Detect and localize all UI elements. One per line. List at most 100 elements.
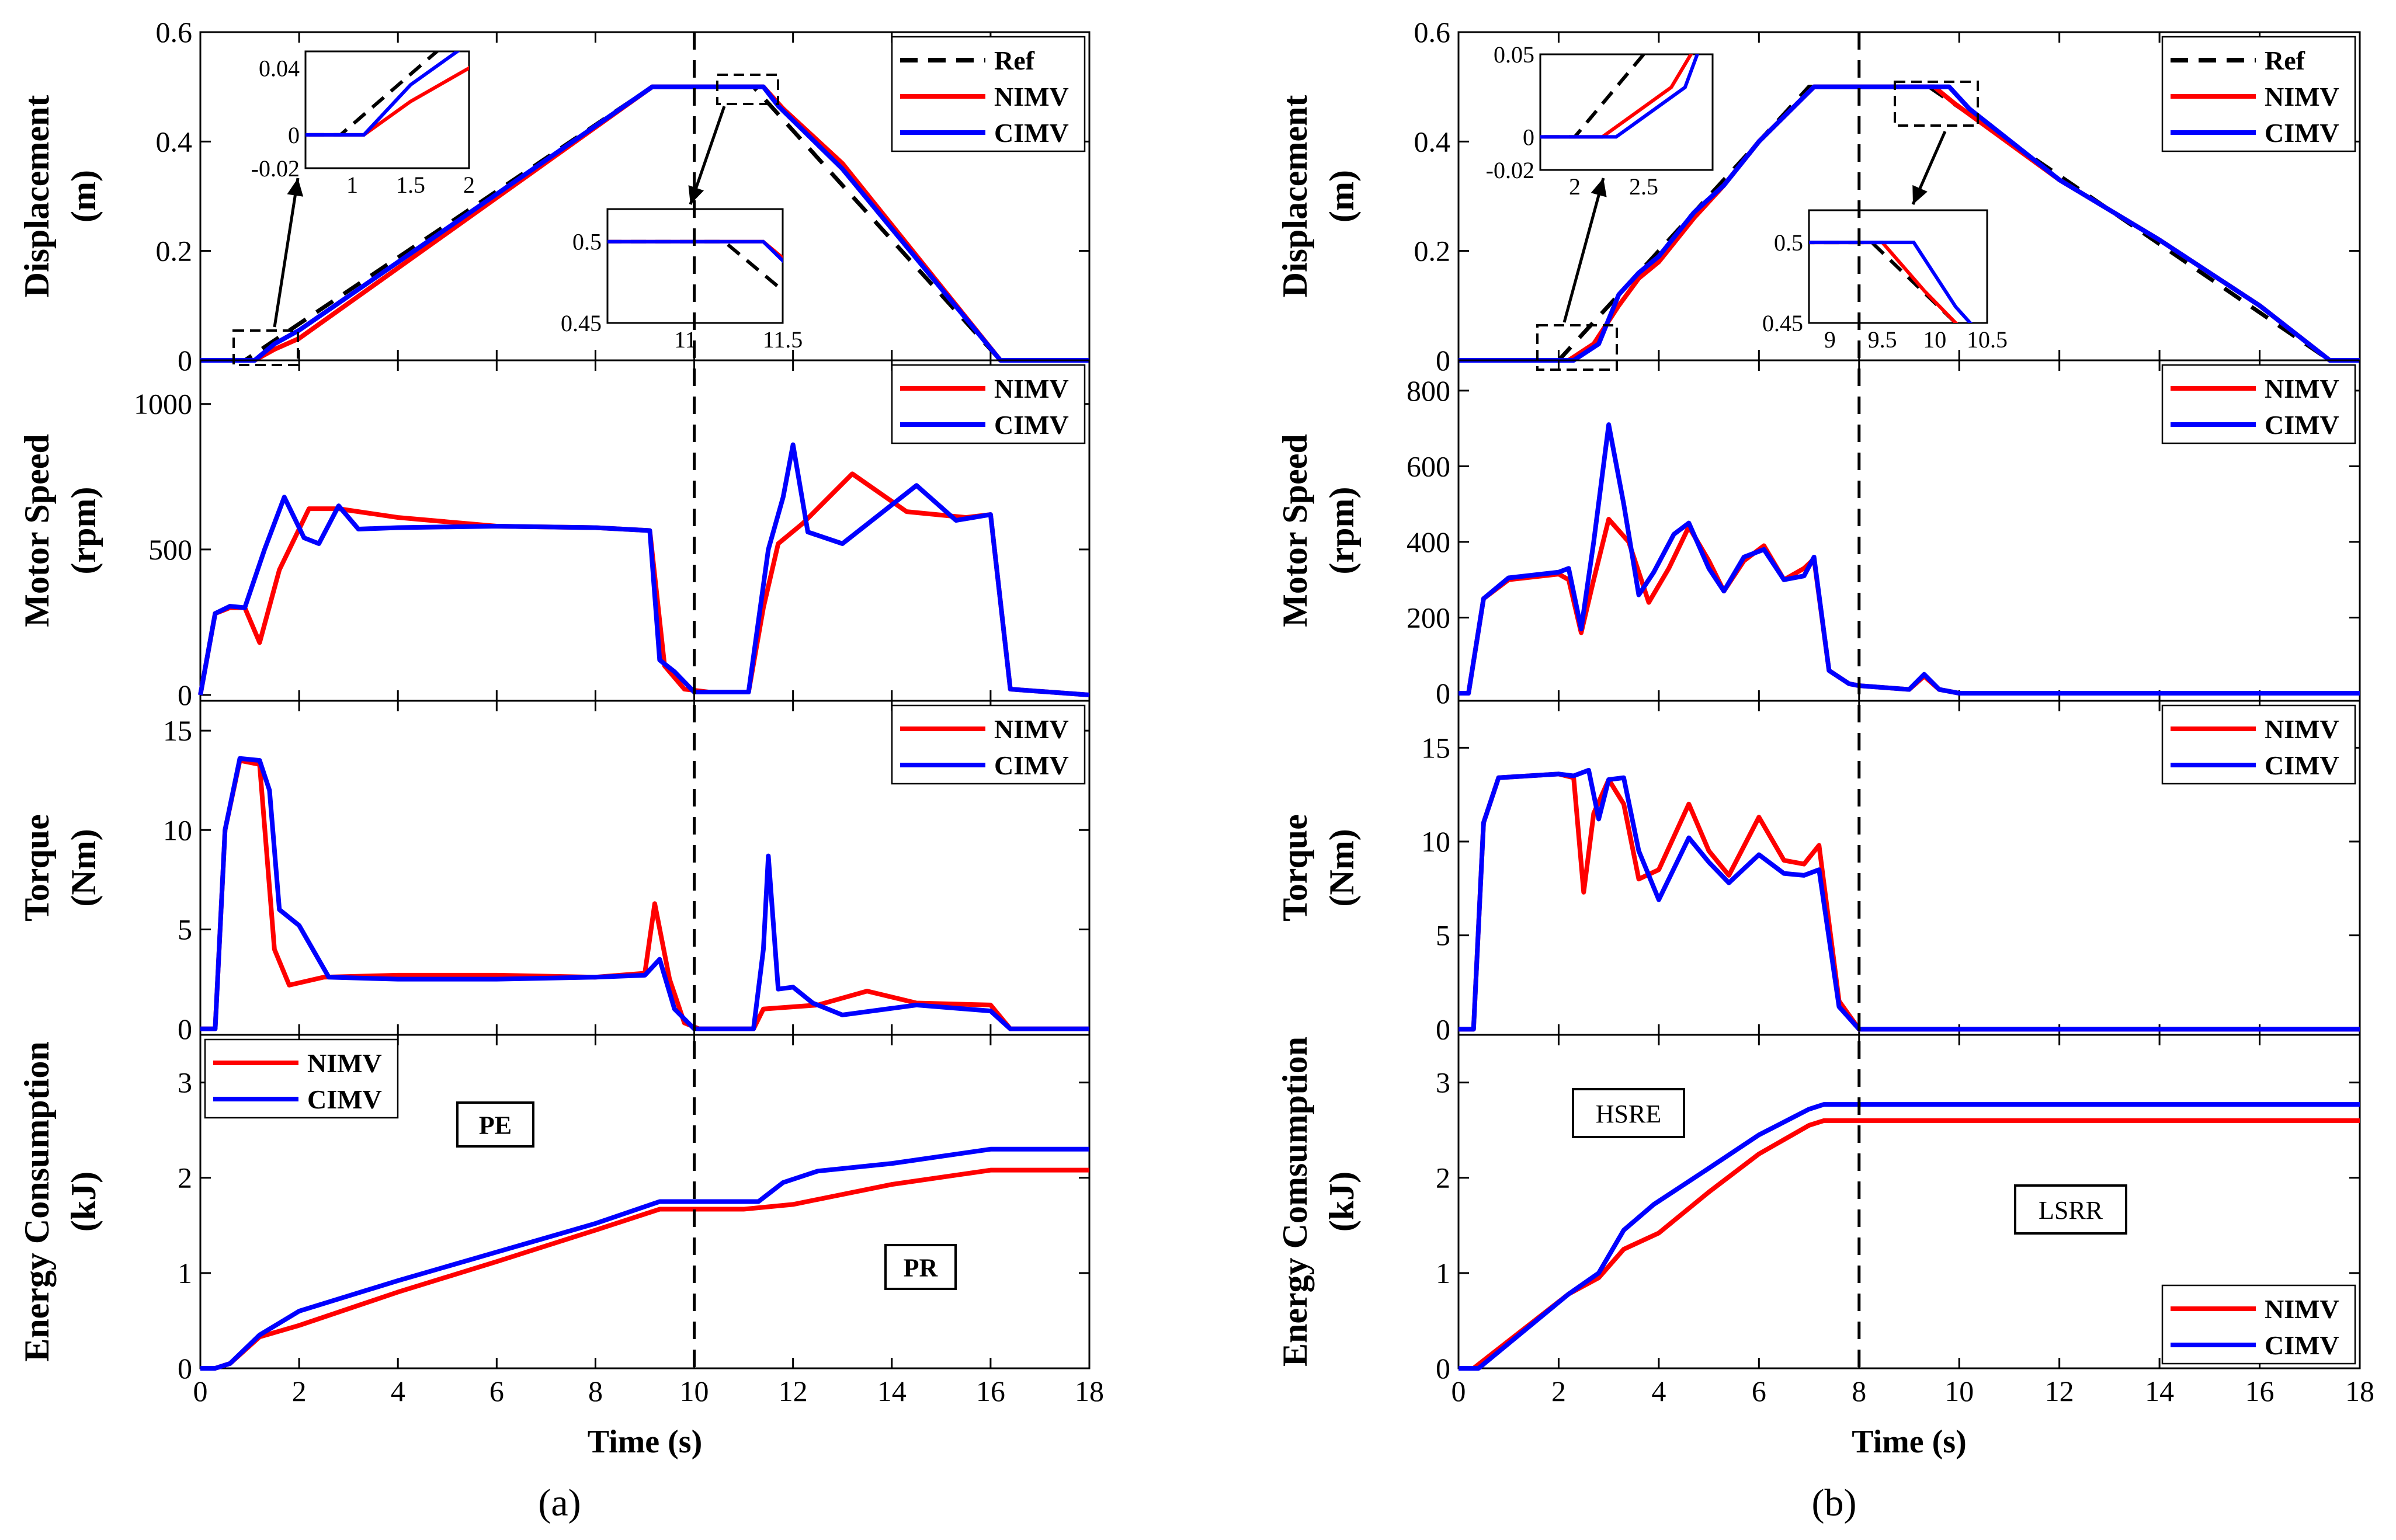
legend-label-cimv: CIMV [2265,410,2339,440]
y-axis-label-unit: (m) [1322,170,1361,223]
legend: NIMV CIMV [891,364,1086,444]
x-tick-label: 0 [1452,1375,1466,1407]
y-axis-label-unit: (rpm) [64,487,103,575]
panel-torque: 0 5 10 15 Torque (Nm) NIMV CIMV [18,700,1091,1045]
inset-series-ref [607,239,783,293]
x-tick-label: 4 [1651,1375,1666,1407]
inset-series-group [305,51,469,137]
annotation-box [884,1244,957,1290]
y-tick-label: 0.6 [1414,16,1451,48]
inset-x-tick-label: 10 [1923,326,1946,353]
inset-y-tick-label: 0.5 [572,229,602,255]
legend: NIMV CIMV [204,1038,399,1119]
legend: NIMV CIMV [891,704,1086,785]
y-tick-label: 0.2 [156,235,193,267]
inset-series-cimv [1809,241,1973,323]
series-cimv-line [1459,422,2360,696]
inset-y-tick-label: 0.45 [561,310,602,336]
inset-x-tick-label: 2 [1569,173,1581,200]
legend-label-nimv: NIMV [994,374,1069,404]
y-axis-label-unit: (rpm) [1322,487,1361,575]
legend-label-nimv: NIMV [2265,1294,2339,1324]
legend-label-cimv: CIMV [2265,118,2339,148]
inset-x-tick-label: 1.5 [396,172,425,198]
legend: NIMV CIMV [2161,704,2356,785]
legend-label-ref: Ref [994,46,1035,75]
x-tick-label: 6 [1752,1375,1766,1407]
series-nimv-line [200,758,1089,1031]
y-axis-label-unit: (Nm) [64,829,103,906]
inset-y-tick-label: 0.04 [259,55,300,82]
y-tick-label: 0 [178,1013,192,1045]
y-tick-label: 10 [163,814,192,846]
series-cimv-line [1459,84,2360,363]
inset-0: 2 2.5 0.05 0 -0.02 [1486,41,1714,371]
x-tick-label: 16 [2245,1375,2275,1407]
legend-label-cimv: CIMV [2265,750,2339,780]
y-tick-label: 0 [178,679,192,711]
y-axis-label-unit: (kJ) [1322,1171,1361,1232]
y-tick-label: 2 [1436,1162,1450,1194]
y-tick-label: 0.2 [1414,235,1451,267]
inset-y-tick-label: 0.5 [1774,230,1803,256]
annotation-label: PR [904,1254,939,1282]
legend-label-ref: Ref [2265,46,2305,75]
zoom-region-box [1894,81,1979,127]
y-tick-label: 200 [1407,601,1450,634]
y-tick-label: 3 [1436,1066,1450,1099]
legend-box [891,364,1086,444]
zoom-region-box [232,329,299,366]
zoom-region-box [1536,324,1618,371]
axes-frame [1457,1034,2361,1369]
inset-y-tick-label: 0.45 [1762,310,1803,336]
legend-label-cimv: CIMV [994,750,1069,780]
inset-x-tick-label: 11.5 [763,326,803,353]
axes-frame [199,1034,1091,1369]
inset-series-group [607,239,783,293]
x-axis-label: Time (s) [1852,1424,1967,1460]
y-tick-label: 0.4 [1414,125,1451,158]
x-tick-label: 6 [489,1375,504,1407]
y-axis-label-unit: (kJ) [64,1171,103,1232]
annotation-label: HSRE [1596,1100,1661,1128]
series-cimv-line [200,84,1089,363]
legend-label-nimv: NIMV [2265,82,2339,112]
inset-1: 9 9.5 10 10.5 0.5 0.45 [1762,81,2008,353]
x-tick-label: 14 [2145,1375,2174,1407]
inset-x-tick-label: 9.5 [1868,326,1897,353]
y-axis-label-unit: (Nm) [1322,829,1361,906]
inset-series-cimv [305,51,461,137]
inset-series-ref [1809,241,1959,323]
x-tick-label: 4 [391,1375,405,1407]
y-tick-label: 2 [178,1162,192,1194]
y-tick-label: 10 [1421,825,1450,858]
inset-y-tick-label: -0.02 [251,155,300,182]
y-axis-label: Torque [18,814,56,921]
y-axis-label: Displacement [18,95,56,298]
legend-box [2161,704,2356,785]
series-cimv-line [198,442,1090,698]
x-tick-label: 18 [1075,1375,1104,1407]
y-tick-label: 0 [1436,344,1450,377]
y-axis-label: Energy Consumption [18,1041,56,1361]
inset-x-tick-label: 10.5 [1967,326,2008,353]
zoom-arrow [1562,178,1605,323]
legend-label-cimv: CIMV [2265,1330,2339,1360]
y-tick-label: 400 [1407,526,1450,558]
x-tick-label: 16 [976,1375,1005,1407]
legend-label-nimv: NIMV [2265,374,2339,404]
annotation-box [1572,1088,1685,1138]
legend: NIMV CIMV [2161,364,2356,444]
inset-frame [1539,53,1714,171]
zoom-arrow-head [688,185,704,204]
annotation-label: LSRR [2039,1196,2103,1225]
legend-label-nimv: NIMV [307,1048,382,1078]
y-tick-label: 1 [1436,1257,1450,1289]
inset-series-nimv [1809,241,1959,323]
inset-series-nimv [305,65,469,137]
annotation-label: PE [479,1111,512,1140]
x-tick-label: 10 [1944,1375,1974,1407]
